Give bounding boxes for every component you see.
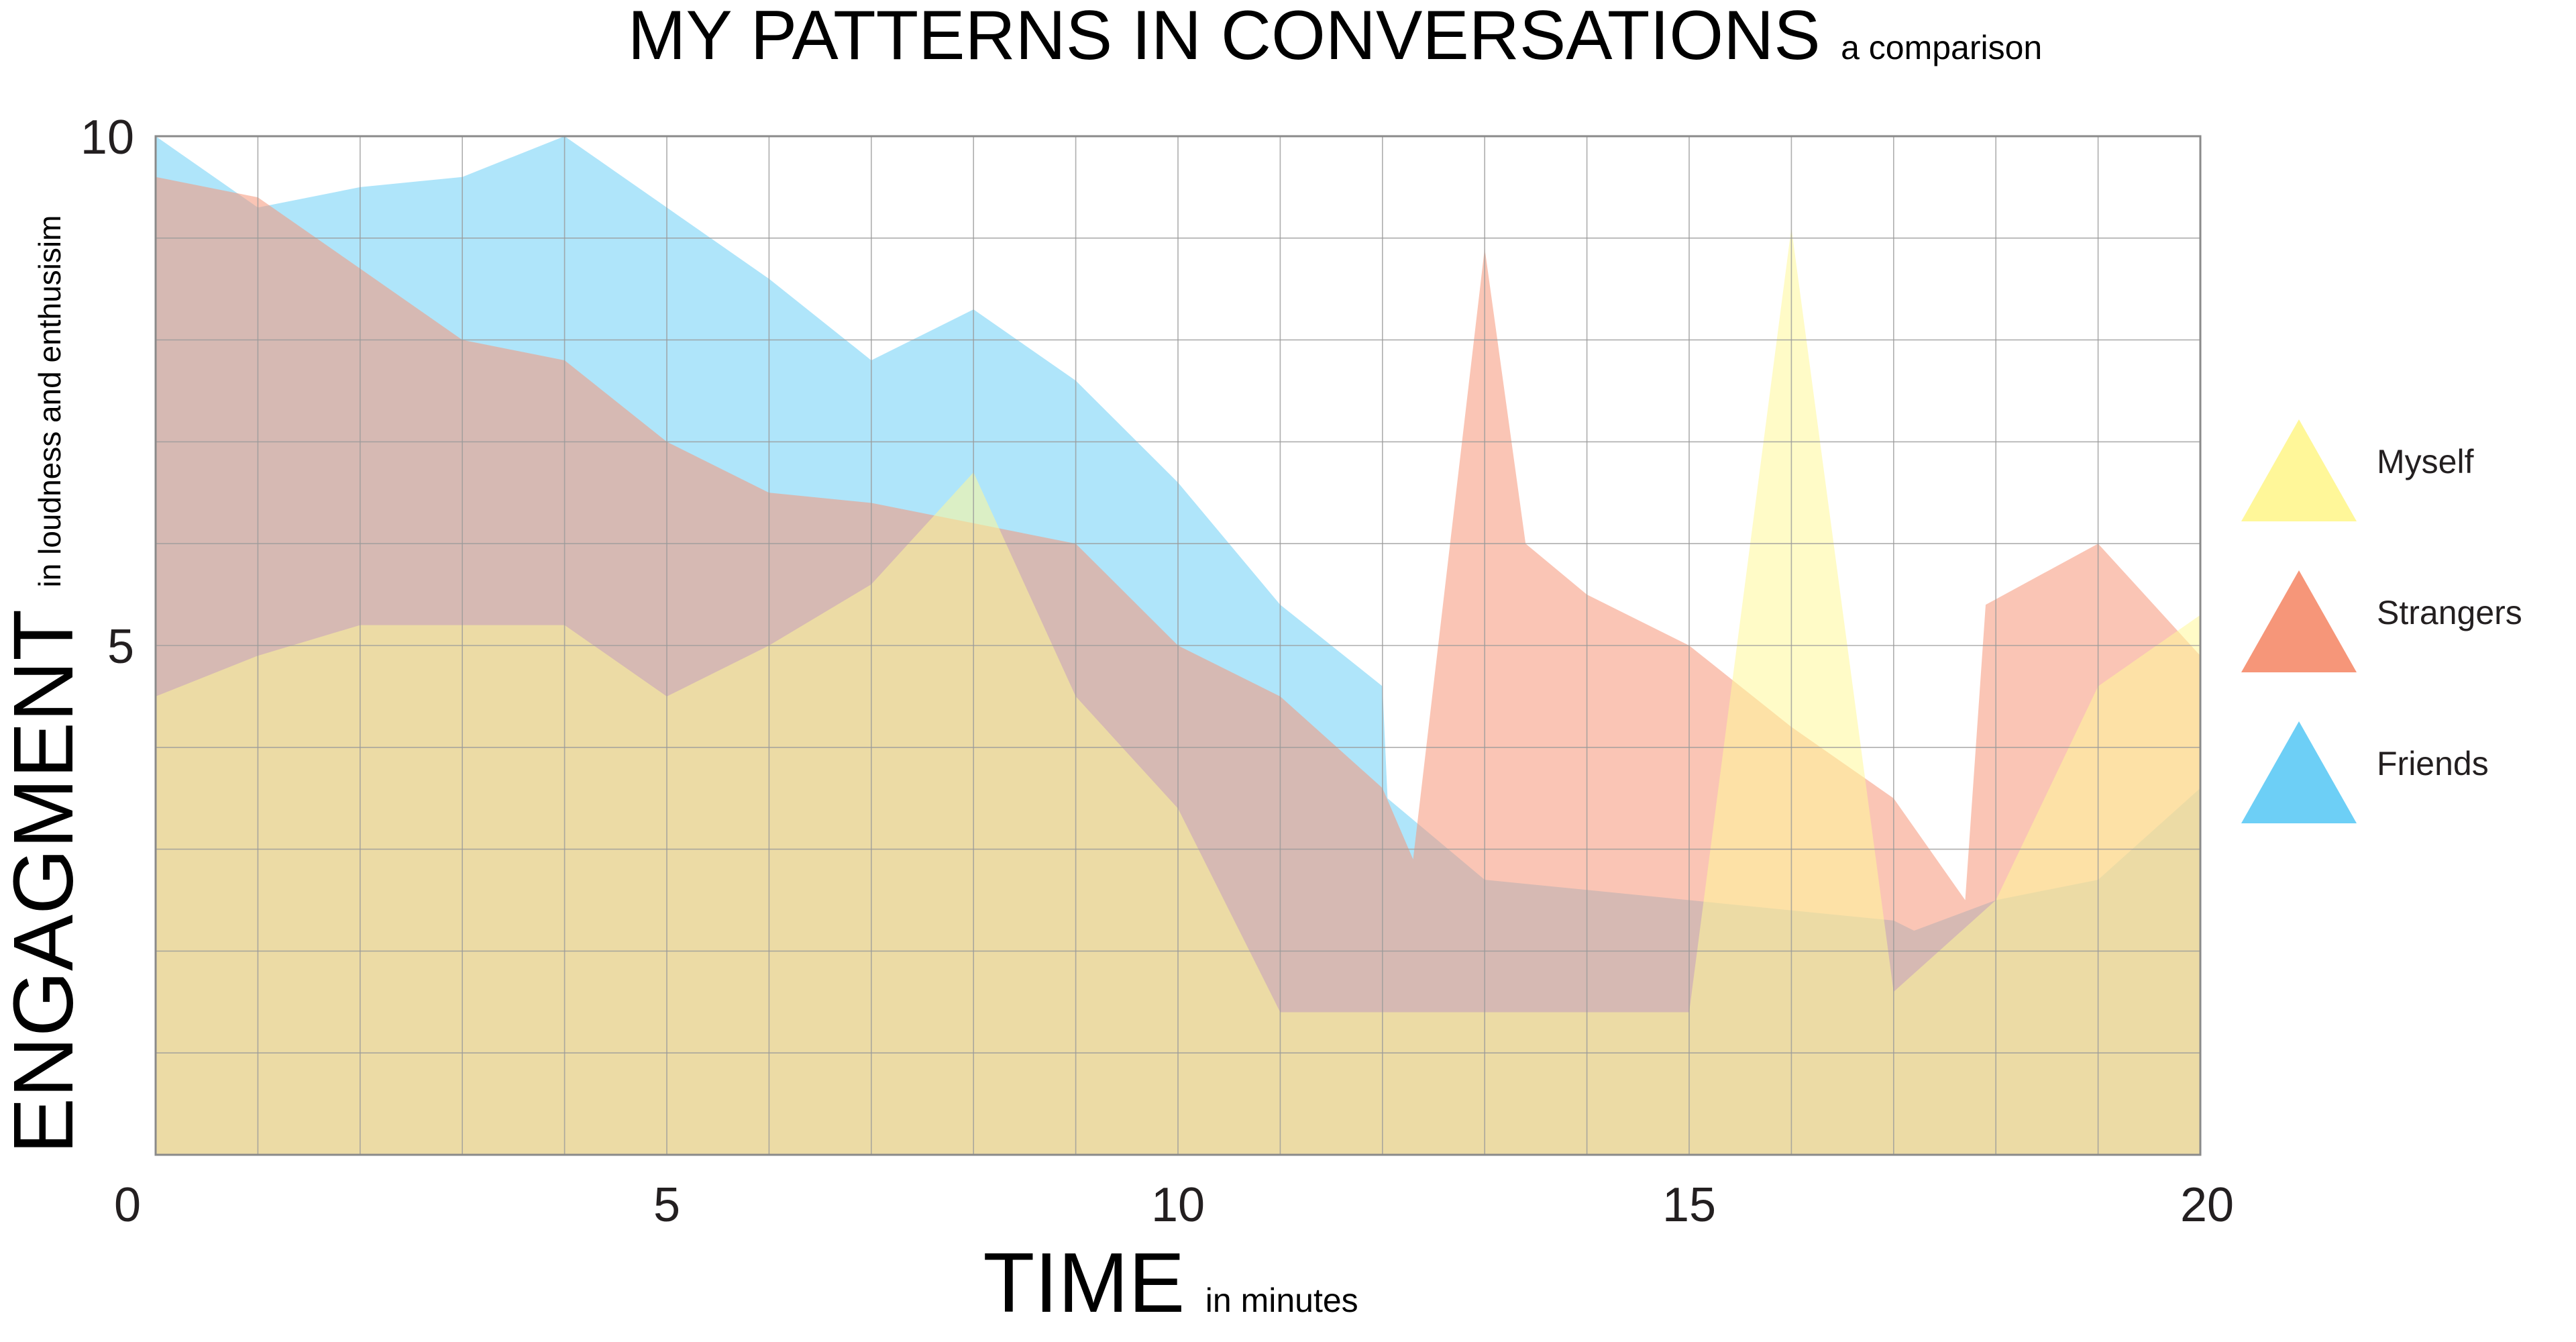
grid-layer — [156, 136, 2200, 1155]
chart-title-group: MY PATTERNS IN CONVERSATIONS a compariso… — [628, 0, 2042, 74]
x-axis-sublabel: in minutes — [1205, 1282, 1358, 1319]
legend-swatch-strangers-icon — [2241, 570, 2357, 672]
y-tick-label: 10 — [80, 111, 134, 164]
y-axis-label-group: ENGAGMENT in loudness and enthusisim — [0, 215, 91, 1154]
legend-swatch-friends-icon — [2241, 721, 2357, 823]
y-axis-label: ENGAGMENT — [0, 609, 91, 1154]
y-axis-sublabel: in loudness and enthusisim — [32, 215, 67, 588]
x-tick-label: 0 — [114, 1178, 141, 1232]
y-tick-label: 5 — [107, 620, 134, 674]
plot-frame — [154, 135, 2202, 1156]
legend-label-myself: Myself — [2377, 443, 2474, 480]
x-tick-label: 20 — [2180, 1178, 2234, 1232]
x-tick-label: 5 — [653, 1178, 680, 1232]
legend-label-friends: Friends — [2377, 745, 2489, 782]
legend-label-strangers: Strangers — [2377, 594, 2522, 631]
chart-subtitle: a comparison — [1841, 29, 2042, 66]
x-axis-label: TIME — [983, 1235, 1185, 1330]
x-tick-label: 15 — [1662, 1178, 1716, 1232]
tick-layer: 0 5 10 15 20 5 10 — [80, 111, 2234, 1232]
x-tick-label: 10 — [1151, 1178, 1205, 1232]
chart-title: MY PATTERNS IN CONVERSATIONS — [628, 0, 1821, 74]
legend-swatch-myself-icon — [2241, 419, 2357, 521]
legend: Myself Strangers Friends — [2241, 419, 2522, 823]
x-axis-label-group: TIME in minutes — [983, 1235, 1358, 1330]
